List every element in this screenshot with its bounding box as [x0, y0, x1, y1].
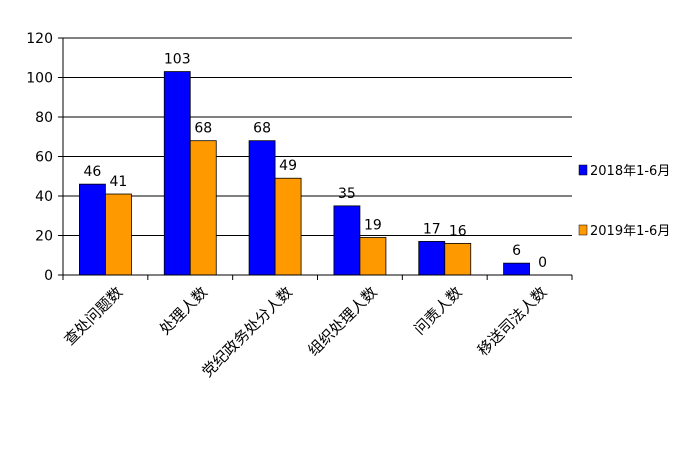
data-label: 103	[164, 52, 191, 68]
y-tick-label: 20	[35, 229, 53, 245]
bar	[248, 140, 276, 276]
category-label: 党纪政务处分人数	[198, 283, 296, 381]
y-tick-label: 40	[35, 189, 53, 205]
bar	[359, 237, 387, 276]
data-labels: 46 41 103 68 68 49 35 19 17 16 6 0	[84, 52, 548, 271]
y-tick-label: 60	[35, 150, 53, 166]
data-label: 19	[364, 217, 382, 233]
category-label: 问责人数	[410, 283, 465, 338]
data-label: 6	[512, 243, 521, 259]
data-label: 41	[110, 174, 128, 190]
legend-swatch	[578, 224, 588, 236]
data-label: 35	[338, 186, 356, 202]
data-label: 68	[253, 121, 271, 137]
y-tick-label: 100	[26, 71, 53, 87]
category-label: 组织处理人数	[304, 283, 380, 359]
legend-label: 2018年1-6月	[590, 164, 670, 179]
bar	[418, 241, 446, 276]
legend: 2018年1-6月 2019年1-6月	[578, 164, 670, 239]
bar	[503, 262, 530, 276]
category-label: 移送司法人数	[474, 283, 550, 359]
y-tick-label: 80	[35, 110, 53, 126]
legend-swatch	[578, 164, 588, 176]
data-label: 17	[423, 221, 441, 237]
data-label: 0	[538, 255, 547, 271]
legend-label: 2019年1-6月	[590, 224, 670, 239]
bar	[189, 140, 217, 276]
bar	[79, 183, 106, 276]
category-label: 查处问题数	[60, 283, 126, 349]
bars	[79, 71, 530, 276]
data-label: 68	[194, 121, 212, 137]
y-axis: 0 20 40 60 80 100 120	[26, 31, 64, 284]
data-label: 49	[279, 158, 297, 174]
y-tick-label: 0	[44, 268, 53, 284]
y-tick-label: 120	[26, 31, 53, 47]
bar	[105, 193, 132, 276]
bar	[333, 205, 361, 276]
bar	[274, 177, 302, 276]
data-label: 16	[449, 223, 467, 239]
data-label: 46	[84, 164, 102, 180]
bar	[163, 71, 191, 276]
category-label: 处理人数	[156, 283, 211, 338]
gridlines	[63, 37, 572, 276]
bar	[444, 242, 472, 276]
